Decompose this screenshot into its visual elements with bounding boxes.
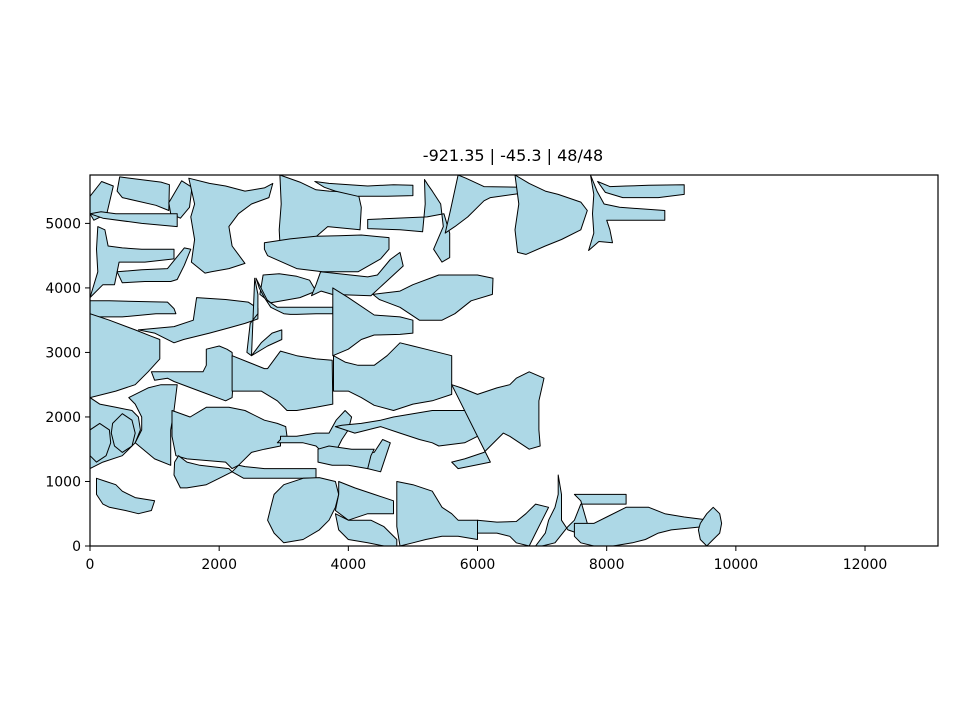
piece-43 <box>334 513 398 546</box>
piece-42 <box>334 481 394 521</box>
piece-37 <box>451 371 545 470</box>
axes-frame <box>89 174 939 547</box>
piece-5 <box>278 175 362 255</box>
piece-4 <box>188 177 274 274</box>
piece-47 <box>573 506 711 546</box>
piece-13 <box>90 226 175 299</box>
piece-23 <box>332 287 414 357</box>
piece-46 <box>535 474 627 546</box>
x-tick-label: 0 <box>86 557 95 573</box>
piece-12 <box>90 211 178 228</box>
piece-16 <box>259 273 317 304</box>
x-tick-label: 8000 <box>589 557 625 573</box>
x-axis: 0 2000 4000 6000 8000 10000 12000 <box>86 546 888 573</box>
piece-7 <box>367 179 451 263</box>
piece-10 <box>588 175 666 251</box>
piece-21 <box>255 277 334 315</box>
piece-41 <box>267 477 340 544</box>
piece-6 <box>314 181 414 197</box>
y-axis: 0 1000 2000 3000 4000 5000 <box>45 216 90 555</box>
piece-9 <box>514 175 588 255</box>
piece-15 <box>116 247 192 284</box>
piece-11 <box>597 181 685 199</box>
piece-19 <box>90 300 177 318</box>
piece-36 <box>317 445 375 470</box>
piece-27 <box>333 342 453 411</box>
piece-29 <box>128 384 178 466</box>
piece-22 <box>246 277 283 357</box>
y-tick-label: 2000 <box>45 410 81 426</box>
piece-8 <box>444 175 524 234</box>
piece-17 <box>311 251 404 297</box>
chart-title: -921.35 | -45.3 | 48/48 <box>423 146 603 165</box>
piece-44 <box>396 481 478 546</box>
piece-3 <box>168 180 193 219</box>
piece-33 <box>276 410 353 457</box>
piece-48 <box>697 506 723 546</box>
x-tick-label: 6000 <box>460 557 496 573</box>
piece-30 <box>90 422 112 463</box>
x-tick-label: 4000 <box>331 557 367 573</box>
piece-14 <box>263 234 390 273</box>
y-tick-label: 1000 <box>45 474 81 490</box>
piece-39 <box>231 464 317 479</box>
piece-40 <box>96 477 156 515</box>
piece-24 <box>90 313 161 399</box>
piece-20 <box>137 297 259 344</box>
piece-32 <box>171 406 288 470</box>
y-tick-label: 4000 <box>45 281 81 297</box>
piece-45 <box>477 503 550 546</box>
y-tick-label: 3000 <box>45 345 81 361</box>
piece-38 <box>173 455 233 489</box>
x-tick-label: 2000 <box>201 557 237 573</box>
y-tick-label: 5000 <box>45 216 81 232</box>
piece-18 <box>372 274 494 321</box>
piece-31 <box>110 413 136 453</box>
x-tick-label: 10000 <box>714 557 759 573</box>
polygon-series <box>90 175 723 546</box>
piece-26 <box>231 350 334 411</box>
x-tick-label: 12000 <box>843 557 888 573</box>
piece-2 <box>116 176 170 211</box>
y-tick-label: 0 <box>72 539 81 555</box>
